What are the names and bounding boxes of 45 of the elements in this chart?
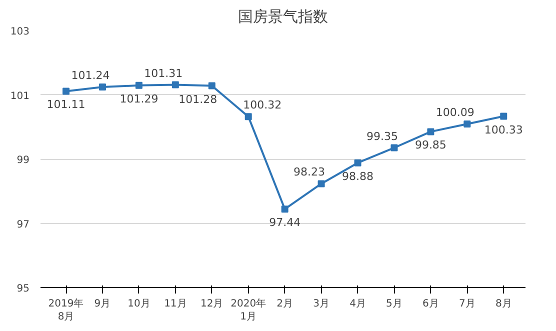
point [244,113,252,120]
data-label: 98.88 [342,170,374,183]
x-tick-label: 2月 [276,298,294,310]
data-label: 101.11 [46,98,86,112]
point [135,82,142,89]
data-label: 101.31 [144,66,183,80]
point [390,144,398,152]
x-tick-label: 12月 [200,298,224,310]
point [281,206,288,213]
point [354,159,362,166]
data-label: 101.29 [120,92,158,106]
data-label: 98.23 [294,166,326,179]
point [464,120,471,128]
x-tick-label: 6月 [422,298,439,310]
x-tick-label: 9月 [94,298,111,310]
chart-title: 国房景气指数 [238,8,328,26]
point [208,82,216,90]
point [172,81,179,88]
x-tick-label: 8月 [495,298,512,310]
point [98,84,106,91]
y-tick-label: 95 [16,284,30,294]
x-tick-label: 7月 [458,298,476,310]
x-tick-label: 11月 [164,298,187,310]
data-label: 97.44 [269,216,301,230]
data-label: 100.32 [243,98,282,112]
x-tick-label: 2020年 1月 [230,298,266,323]
y-tick-label: 99 [16,155,30,166]
y-tick-label: 103 [10,26,30,38]
data-label: 100.09 [436,106,474,119]
point [427,128,434,136]
data-label: 99.35 [366,130,398,143]
y-tick-label: 97 [16,219,30,230]
point [62,88,70,95]
x-tick-label: 2019年 8月 [48,298,84,323]
data-label: 100.33 [484,123,523,136]
x-tick-label: 3月 [313,298,330,310]
x-tick-label: 10月 [128,298,150,310]
point [318,180,325,188]
data-label: 101.24 [71,69,110,82]
point [500,112,508,120]
data-label: 99.85 [414,138,446,152]
data-label: 101.28 [178,92,218,106]
y-tick-label: 101 [10,90,30,102]
x-tick-label: 5月 [386,298,402,310]
x-tick-label: 4月 [350,298,366,310]
